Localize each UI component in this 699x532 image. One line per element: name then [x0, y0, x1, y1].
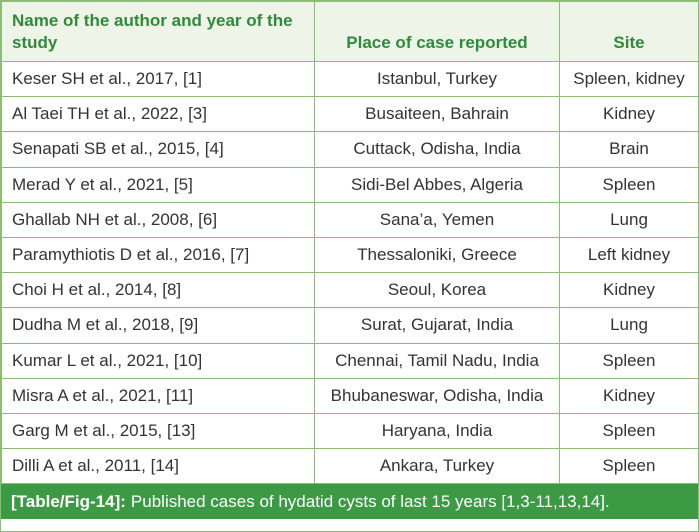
table-cell: Paramythiotis D et al., 2016, [7] [1, 236, 315, 274]
caption: [Table/Fig-14]: Published cases of hydati… [1, 484, 698, 520]
table-cell: Left kidney [559, 236, 699, 274]
table-cell: Al Taei TH et al., 2022, [3] [1, 96, 315, 133]
table-cell: Thessaloniki, Greece [314, 236, 560, 274]
caption-label: [Table/Fig-14]: [11, 492, 126, 512]
table-cell: Seoul, Korea [314, 272, 560, 309]
table-row: Dudha M et al., 2018, [9] Surat, Gujarat,… [1, 307, 699, 344]
table-row: Merad Y et al., 2021, [5] Sidi-Bel Abbes,… [1, 166, 699, 203]
table-body: Keser SH et al., 2017, [1] Istanbul, Turk… [1, 60, 699, 485]
table-row: Al Taei TH et al., 2022, [3] Busaiteen, B… [1, 96, 699, 133]
table-cell: Brain [559, 131, 699, 168]
table-cell: Senapati SB et al., 2015, [4] [1, 131, 315, 168]
table-row: Kumar L et al., 2021, [10] Chennai, Tamil… [1, 342, 699, 379]
table-cell: Istanbul, Turkey [314, 60, 560, 98]
table-cell: Kidney [559, 96, 699, 133]
table-cell: Dilli A et al., 2011, [14] [1, 448, 315, 485]
table-cell: Lung [559, 201, 699, 238]
table-row: Senapati SB et al., 2015, [4] Cuttack, Od… [1, 131, 699, 168]
table-cell: Kidney [559, 377, 699, 414]
header-row: Name of the author and year of the study… [1, 1, 699, 62]
table-row: Ghallab NH et al., 2008, [6] Sana’a, Yeme… [1, 201, 699, 238]
table-cell: Haryana, India [314, 412, 560, 450]
table-row: Garg M et al., 2015, [13] Haryana, India S… [1, 412, 699, 450]
table-cell: Dudha M et al., 2018, [9] [1, 307, 315, 344]
table-cell: Spleen [559, 166, 699, 203]
table-cell: Spleen [559, 412, 699, 450]
table-cell: Chennai, Tamil Nadu, India [314, 342, 560, 379]
table-row: Choi H et al., 2014, [8] Seoul, Korea Kidn… [1, 272, 699, 309]
table-row: Dilli A et al., 2011, [14] Ankara, Turkey… [1, 448, 699, 485]
table-cell: Busaiteen, Bahrain [314, 96, 560, 133]
table-cell: Sana’a, Yemen [314, 201, 560, 238]
table-cell: Spleen [559, 342, 699, 379]
table-cell: Bhubaneswar, Odisha, India [314, 377, 560, 414]
table-row: Misra A et al., 2021, [11] Bhubaneswar, O… [1, 377, 699, 414]
table-cell: Ghallab NH et al., 2008, [6] [1, 201, 315, 238]
table-cell: Misra A et al., 2021, [11] [1, 377, 315, 414]
table-cell: Kidney [559, 272, 699, 309]
table-cell: Spleen, kidney [559, 60, 699, 98]
table-cell: Merad Y et al., 2021, [5] [1, 166, 315, 203]
table-cell: Sidi-Bel Abbes, Algeria [314, 166, 560, 203]
table-cell: Ankara, Turkey [314, 448, 560, 485]
header-cell: Place of case reported [314, 1, 560, 62]
table-cell: Kumar L et al., 2021, [10] [1, 342, 315, 379]
table-cell: Spleen [559, 448, 699, 485]
table-cell: Garg M et al., 2015, [13] [1, 412, 315, 450]
cases-table: Name of the author and year of the study… [1, 1, 699, 485]
header-cell: Site [559, 1, 699, 62]
table-row: Paramythiotis D et al., 2016, [7] Thessal… [1, 236, 699, 274]
caption-text: Published cases of hydatid cysts of last… [130, 492, 610, 512]
table-cell: Lung [559, 307, 699, 344]
header-cell: Name of the author and year of the study [1, 1, 315, 62]
table-cell: Surat, Gujarat, India [314, 307, 560, 344]
table-row: Keser SH et al., 2017, [1] Istanbul, Turk… [1, 60, 699, 98]
table-cell: Keser SH et al., 2017, [1] [1, 60, 315, 98]
table-cell: Cuttack, Odisha, India [314, 131, 560, 168]
table-cell: Choi H et al., 2014, [8] [1, 272, 315, 309]
